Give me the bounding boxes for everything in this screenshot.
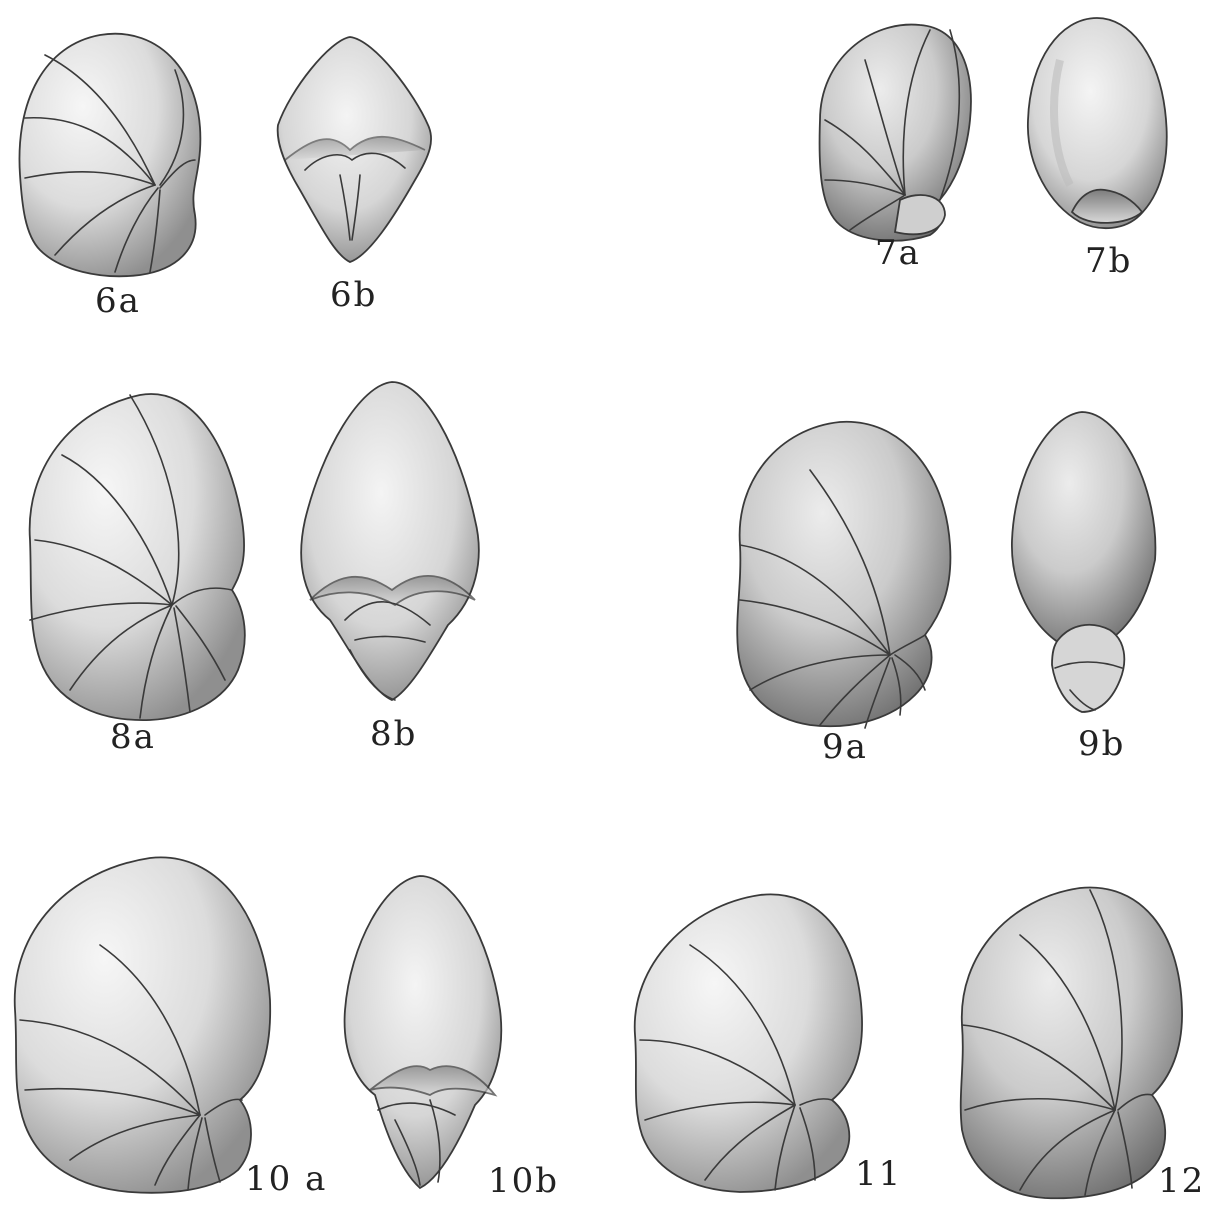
figure-10a: 10 a	[13, 856, 327, 1199]
label-11: 11	[855, 1154, 902, 1194]
figure-11: 11	[633, 893, 902, 1194]
figure-8b: 8b	[300, 381, 480, 754]
label-7b: 7b	[1085, 241, 1132, 281]
label-10b: 10b	[488, 1161, 559, 1201]
figure-9b: 9b	[1011, 411, 1157, 764]
label-6b: 6b	[330, 275, 377, 315]
figure-12: 12	[959, 886, 1205, 1201]
label-8b: 8b	[370, 714, 417, 754]
figure-10b: 10b	[343, 875, 559, 1201]
label-8a: 8a	[110, 717, 156, 757]
label-10a: 10 a	[245, 1159, 327, 1199]
figure-9a: 9a	[736, 421, 952, 767]
label-12: 12	[1158, 1161, 1205, 1201]
figure-6a: 6a	[18, 32, 202, 321]
figure-7a: 7a	[818, 23, 972, 273]
label-9b: 9b	[1078, 724, 1125, 764]
label-9a: 9a	[822, 727, 868, 767]
figure-8a: 8a	[28, 393, 246, 757]
figure-6b: 6b	[276, 36, 432, 315]
figure-7b: 7b	[1027, 17, 1168, 281]
label-6a: 6a	[95, 281, 141, 321]
label-7a: 7a	[875, 233, 921, 273]
